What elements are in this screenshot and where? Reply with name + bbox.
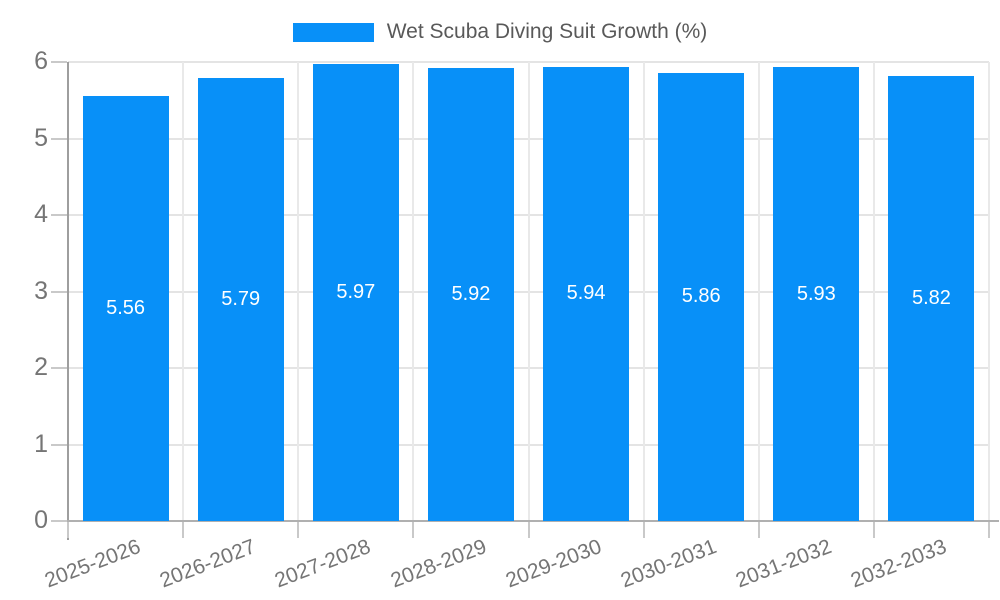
bar[interactable]: 5.92 — [427, 68, 514, 521]
legend-swatch-icon — [292, 22, 374, 42]
y-axis-label: 5 — [34, 123, 48, 152]
bar-value-label: 5.56 — [106, 296, 146, 319]
bar[interactable]: 5.86 — [658, 72, 745, 521]
y-axis-label: 2 — [34, 352, 48, 381]
y-axis-tick — [51, 137, 67, 140]
y-axis-tick — [51, 214, 67, 216]
x-axis-tick — [67, 522, 69, 538]
y-axis-label: 0 — [34, 505, 48, 534]
y-axis-label: 4 — [34, 199, 48, 228]
y-axis-tick — [51, 61, 67, 63]
bar-value-label: 5.93 — [796, 282, 836, 305]
x-axis-label: 2026-2027 — [156, 535, 259, 593]
gridline-vertical — [642, 62, 645, 522]
x-axis-label: 2027-2028 — [272, 535, 375, 593]
y-axis-tick — [51, 367, 67, 369]
bar-value-label: 5.86 — [681, 285, 721, 308]
chart-legend[interactable]: Wet Scuba Diving Suit Growth (%) — [0, 20, 1000, 44]
x-axis-label: 2030-2031 — [617, 535, 720, 593]
legend-label: Wet Scuba Diving Suit Growth (%) — [386, 20, 708, 43]
x-axis-tick — [642, 522, 645, 538]
bar-value-label: 5.97 — [336, 281, 376, 304]
x-axis-tick — [182, 522, 185, 538]
y-axis-tick — [51, 443, 67, 446]
bar[interactable]: 5.93 — [773, 67, 860, 521]
x-axis-tick — [988, 522, 990, 538]
y-axis-line — [67, 62, 69, 540]
y-axis-tick — [51, 290, 67, 293]
x-axis-tick — [412, 522, 415, 538]
gridline-vertical — [757, 62, 760, 522]
bar[interactable]: 5.79 — [197, 78, 284, 521]
gridline-vertical — [412, 62, 415, 522]
x-axis-tick — [757, 522, 760, 538]
y-axis-tick — [51, 520, 67, 522]
y-axis-label: 3 — [34, 276, 48, 305]
x-axis-tick — [297, 522, 300, 538]
gridline-vertical — [988, 62, 990, 522]
gridline-vertical — [872, 62, 875, 522]
x-axis-label: 2031-2032 — [732, 535, 835, 593]
bar-value-label: 5.82 — [911, 286, 951, 309]
y-axis-label: 1 — [34, 429, 48, 458]
bar[interactable]: 5.82 — [888, 75, 975, 521]
bar-value-label: 5.94 — [566, 282, 606, 305]
x-axis-label: 2029-2030 — [502, 535, 605, 593]
bar-value-label: 5.92 — [451, 283, 491, 306]
bar-value-label: 5.79 — [221, 288, 261, 311]
x-axis-line — [67, 520, 999, 522]
bar[interactable]: 5.94 — [543, 66, 630, 521]
bar[interactable]: 5.97 — [312, 64, 399, 521]
y-axis-label: 6 — [34, 46, 48, 75]
gridline-vertical — [527, 62, 530, 522]
x-axis-label: 2025-2026 — [41, 535, 144, 593]
plot-area: 0 1 2 3 4 5 6 5.56 2025-2026 5.79 2026-2027 5.97 202… — [34, 47, 999, 592]
bar[interactable]: 5.56 — [82, 95, 169, 521]
x-axis-tick — [527, 522, 530, 538]
gridline-vertical — [182, 62, 185, 522]
x-axis-tick — [872, 522, 875, 538]
x-axis-label: 2028-2029 — [387, 535, 490, 593]
x-axis-label: 2032-2033 — [847, 535, 950, 593]
gridline-vertical — [297, 62, 300, 522]
